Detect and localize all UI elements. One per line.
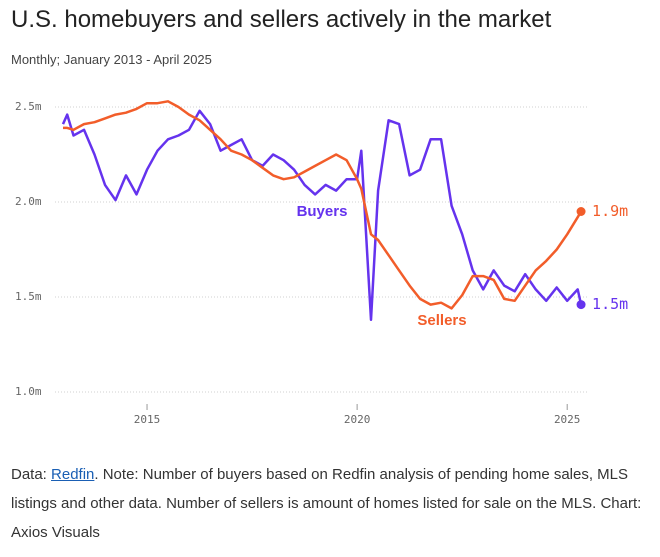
value-label: 1.9m [592, 202, 628, 220]
chart-title: U.S. homebuyers and sellers actively in … [11, 6, 552, 33]
y-tick-label: 1.0m [15, 385, 42, 398]
series-line [61, 109, 583, 322]
x-tick-label: 2020 [344, 413, 371, 426]
chart: 1.0m 1.5m 2.0m 2.5m 2015 2020 2025 Buyers 1.5m Se… [15, 100, 628, 426]
series-label: Sellers [417, 312, 466, 329]
note-text: . Note: Number of buyers based on Redfin… [11, 466, 642, 541]
x-tick-label: 2015 [134, 413, 161, 426]
series-line [63, 100, 583, 310]
chart-subtitle: Monthly; January 2013 - April 2025 [11, 52, 212, 67]
series-label: Buyers [297, 203, 348, 220]
value-label: 1.5m [592, 295, 628, 313]
note-prefix: Data: [11, 466, 47, 483]
footnote: Data: Redfin. Note: Number of buyers bas… [11, 460, 651, 547]
y-tick-label: 2.0m [15, 195, 42, 208]
y-tick-label: 1.5m [15, 290, 42, 303]
source-link[interactable]: Redfin [51, 466, 95, 483]
x-tick-label: 2025 [554, 413, 581, 426]
end-point [576, 207, 586, 216]
end-point [576, 300, 586, 310]
y-tick-label: 2.5m [15, 100, 42, 113]
